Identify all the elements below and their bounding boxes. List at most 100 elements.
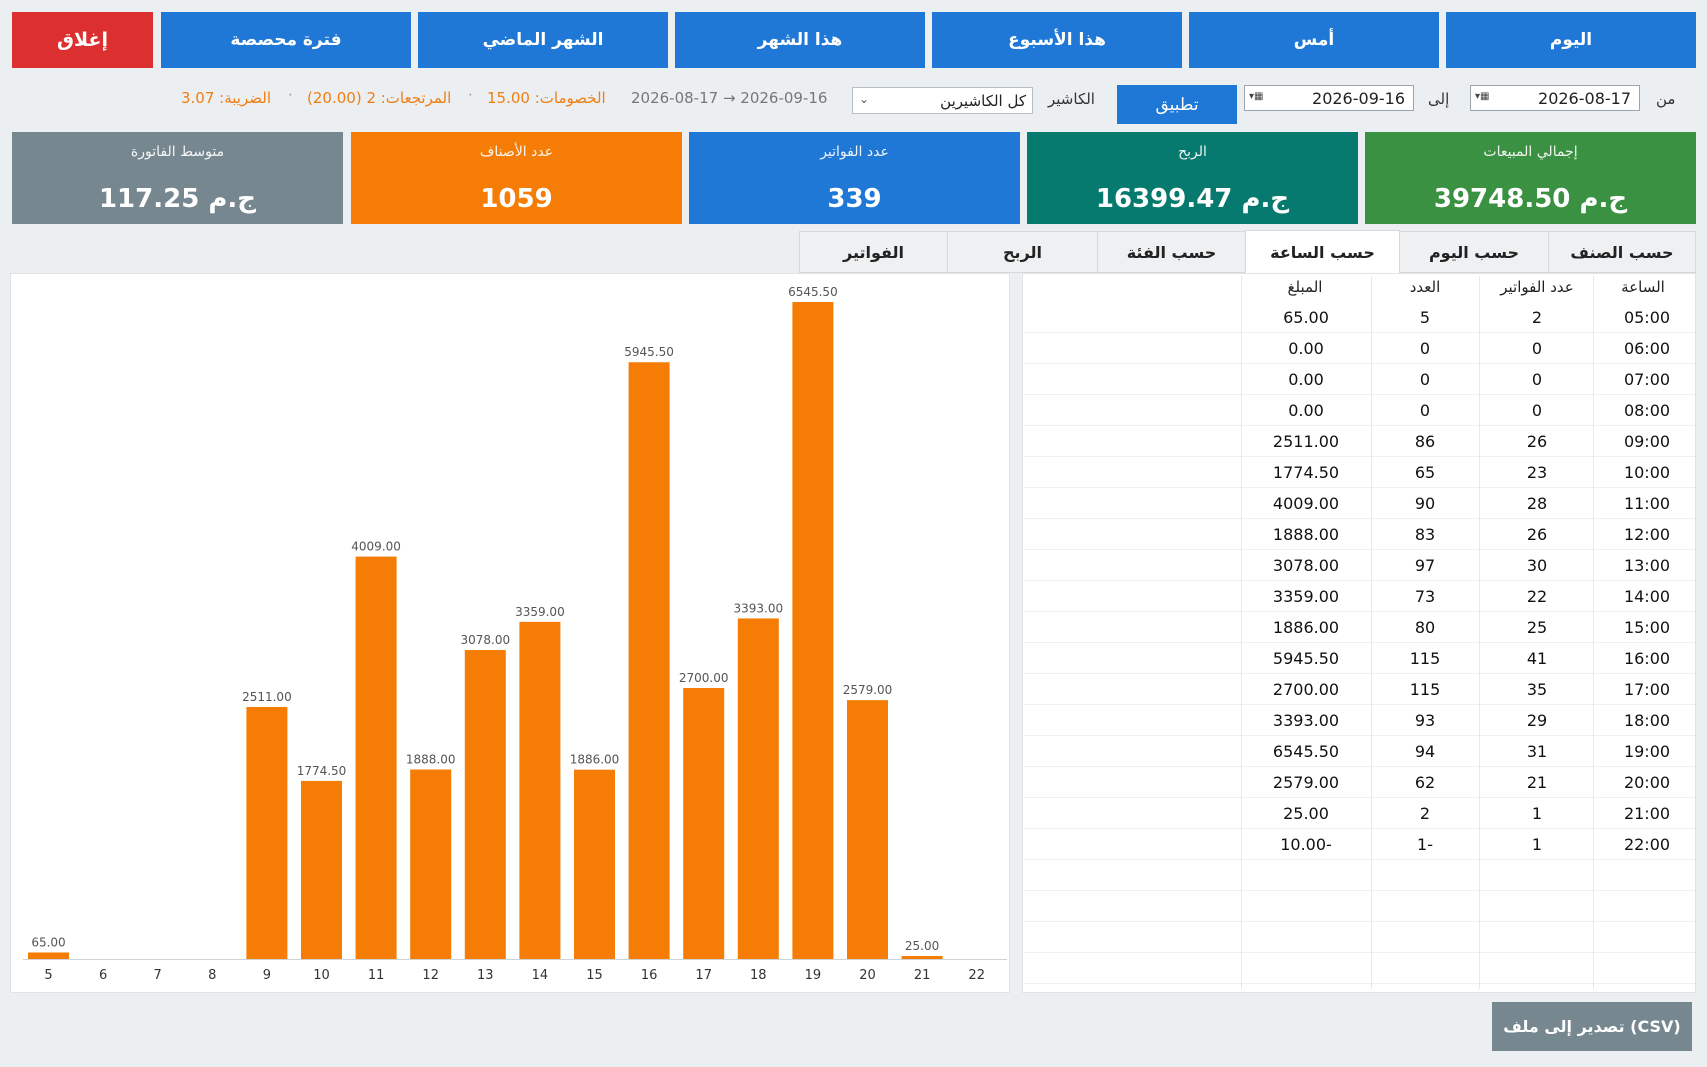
cell-amount: 25.00 [1283,804,1329,823]
calendar-dropdown-icon[interactable]: ▾▦ [1249,91,1264,102]
cell-hour: 13:00 [1623,556,1671,575]
cell-amount: 2700.00 [1272,680,1340,699]
x-tick-label-12: 12 [422,968,439,983]
column-header-hour: الساعة [1621,278,1665,296]
bar-hour-21 [901,956,943,959]
cell-invoices: 41 [1526,649,1548,668]
table-row[interactable]: 09:00 26 86 2511.00 [1023,426,1695,457]
tab-by-hour[interactable]: حسب الساعة [1245,230,1400,274]
cell-invoices: 2 [1531,308,1543,327]
x-tick-label-11: 11 [368,968,385,983]
separator-dot: · [288,86,293,104]
cell-amount: 0.00 [1288,370,1324,389]
table-row[interactable]: 19:00 31 94 6545.50 [1023,736,1695,767]
cell-hour: 12:00 [1623,525,1671,544]
card-title: الربح [1178,144,1207,160]
cashier-select[interactable]: ⌄ كل الكاشيرين [852,87,1033,114]
empty-table-row [1023,953,1695,984]
x-tick-label-21: 21 [914,968,931,983]
card-value: 1059 [480,184,553,214]
bar-hour-5 [28,952,69,959]
cell-hour: 10:00 [1623,463,1671,482]
average-invoice-card: متوسط الفاتورة 117.25 ج.م [12,132,343,224]
x-tick-label-15: 15 [586,968,603,983]
data-label-hour-17: 2700.00 [679,671,729,685]
table-row[interactable]: 22:00 1 1- 10.00- [1023,829,1695,860]
bar-hour-18 [737,618,779,959]
cell-amount: 3359.00 [1272,587,1340,606]
cell-hour: 19:00 [1623,742,1671,761]
cell-amount: 5945.50 [1272,649,1340,668]
last-month-button[interactable]: الشهر الماضي [418,12,668,68]
chevron-down-icon: ⌄ [859,92,870,106]
close-button[interactable]: إغلاق [12,12,153,68]
column-divider [1479,276,1480,989]
card-title: عدد الأصناف [479,144,554,160]
to-date-field[interactable]: ▾▦ 2026-09-16 [1244,85,1414,111]
bar-hour-9 [246,706,288,959]
tab-invoices[interactable]: الفواتير [799,231,948,273]
table-row[interactable]: 15:00 25 80 1886.00 [1023,612,1695,643]
table-row[interactable]: 20:00 21 62 2579.00 [1023,767,1695,798]
table-row[interactable]: 08:00 0 0 0.00 [1023,395,1695,426]
returns-text: المرتجعات: 2 (20.00) [307,89,452,107]
cell-amount: 10.00- [1280,835,1332,854]
table-row[interactable]: 16:00 41 115 5945.50 [1023,643,1695,674]
data-label-hour-20: 2579.00 [843,683,893,697]
calendar-dropdown-icon[interactable]: ▾▦ [1475,91,1490,102]
data-label-hour-14: 3359.00 [515,605,565,619]
this-month-button[interactable]: هذا الشهر [675,12,925,68]
table-row[interactable]: 21:00 1 2 25.00 [1023,798,1695,829]
x-tick-label-18: 18 [750,968,767,983]
column-header-amount: المبلغ [1287,278,1323,296]
today-button[interactable]: اليوم [1446,12,1696,68]
data-label-hour-9: 2511.00 [242,690,292,704]
card-title: متوسط الفاتورة [130,144,225,160]
export-csv-button[interactable]: تصدير إلى ملف (CSV) [1492,1002,1692,1051]
cell-hour: 20:00 [1623,773,1671,792]
table-row[interactable]: 11:00 28 90 4009.00 [1023,488,1695,519]
data-label-hour-5: 65.00 [31,935,65,949]
bar-hour-17 [683,687,725,959]
this-week-button[interactable]: هذا الأسبوع [932,12,1182,68]
tab-by-day[interactable]: حسب اليوم [1399,231,1549,273]
apply-button[interactable]: تطبيق [1117,85,1237,124]
cell-hour: 17:00 [1623,680,1671,699]
from-date-field[interactable]: ▾▦ 2026-08-17 [1470,85,1640,111]
table-row[interactable]: 07:00 0 0 0.00 [1023,364,1695,395]
table-row[interactable]: 17:00 35 115 2700.00 [1023,674,1695,705]
table-row[interactable]: 13:00 30 97 3078.00 [1023,550,1695,581]
invoice-count-card: عدد الفواتير 339 [689,132,1020,224]
cell-hour: 15:00 [1623,618,1671,637]
tab-profit[interactable]: الربح [947,231,1098,273]
date-range-text: 2026-08-17 → 2026-09-16 [631,89,828,107]
x-tick-label-22: 22 [968,968,985,983]
table-row[interactable]: 14:00 22 73 3359.00 [1023,581,1695,612]
cell-hour: 09:00 [1623,432,1671,451]
cell-invoices: 30 [1526,556,1548,575]
data-label-hour-21: 25.00 [905,939,939,953]
table-row[interactable]: 18:00 29 93 3393.00 [1023,705,1695,736]
cell-invoices: 0 [1531,339,1543,358]
yesterday-button[interactable]: أمس [1189,12,1439,68]
bar-hour-19 [792,302,834,959]
bar-hour-20 [847,700,888,959]
table-row[interactable]: 05:00 2 5 65.00 [1023,302,1695,333]
cell-amount: 2579.00 [1272,773,1340,792]
table-row[interactable]: 12:00 26 83 1888.00 [1023,519,1695,550]
cell-count: 83 [1414,525,1436,544]
tab-by-category[interactable]: حسب الفئة [1097,231,1246,273]
data-label-hour-19: 6545.50 [788,285,838,299]
item-count-card: عدد الأصناف 1059 [351,132,682,224]
table-row[interactable]: 10:00 23 65 1774.50 [1023,457,1695,488]
data-label-hour-10: 1774.50 [297,764,347,778]
custom-period-button[interactable]: فترة محصصة [161,12,411,68]
cell-hour: 21:00 [1623,804,1671,823]
cell-hour: 18:00 [1623,711,1671,730]
cell-invoices: 35 [1526,680,1548,699]
tab-by-item[interactable]: حسب الصنف [1548,231,1696,273]
cell-count: 1- [1417,835,1433,854]
x-tick-label-13: 13 [477,968,494,983]
table-row[interactable]: 06:00 0 0 0.00 [1023,333,1695,364]
data-label-hour-16: 5945.50 [624,345,674,359]
